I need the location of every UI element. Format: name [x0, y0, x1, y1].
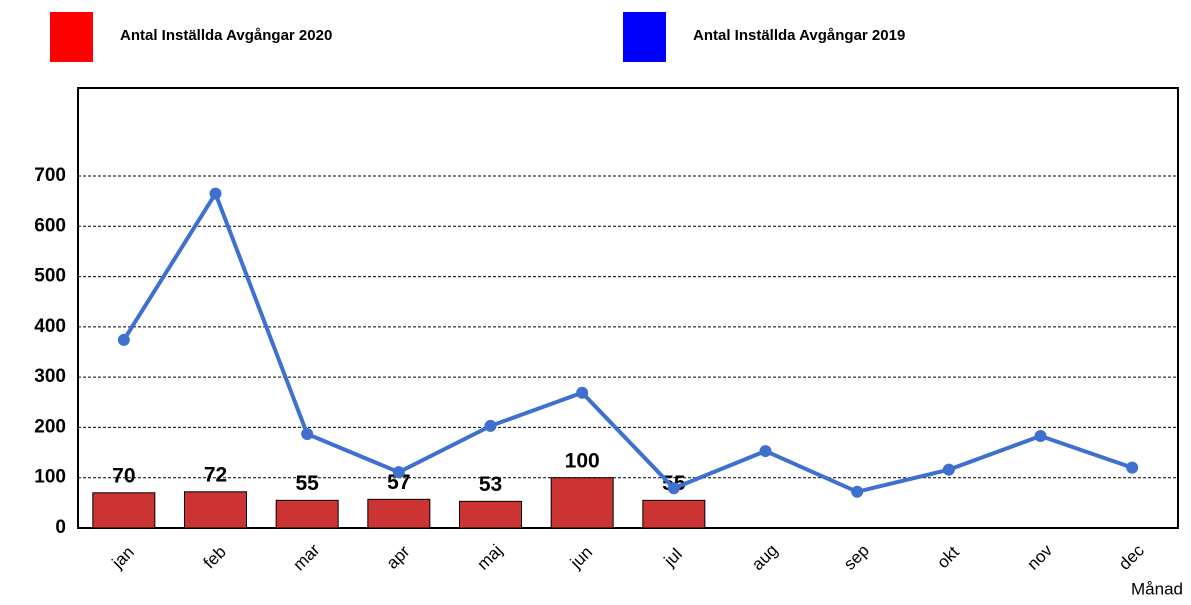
y-tick-label: 500	[34, 266, 66, 287]
data-label: 72	[204, 463, 227, 486]
data-label: 57	[387, 471, 410, 494]
line-point	[117, 333, 130, 346]
legend-label: Antal Inställda Avgångar 2020	[120, 27, 332, 44]
x-tick-label: nov	[1023, 541, 1056, 574]
y-tick-label: 200	[34, 416, 66, 437]
x-axis-label: Månad	[1131, 579, 1183, 598]
y-tick-label: 600	[34, 215, 66, 236]
line	[122, 189, 1133, 494]
bar	[367, 498, 431, 529]
y-tick-label: 400	[34, 316, 66, 337]
line-point	[1126, 461, 1139, 474]
line-point	[1034, 429, 1047, 442]
line-point	[667, 482, 680, 495]
data-label: 55	[295, 472, 319, 495]
y-tick-label: 700	[34, 165, 66, 186]
x-tick-label: jun	[566, 543, 596, 573]
line-point	[484, 419, 497, 432]
line-point	[209, 187, 222, 200]
line-point	[301, 427, 314, 440]
bar	[550, 477, 614, 529]
data-label: 70	[112, 464, 135, 487]
bar	[459, 500, 522, 529]
y-tick-label: 100	[34, 467, 66, 488]
line-point	[576, 386, 589, 399]
x-tick-label: apr	[383, 542, 414, 573]
bar	[275, 499, 339, 529]
bar	[642, 499, 706, 529]
x-tick-label: mar	[289, 540, 323, 574]
plot-frame	[77, 87, 1179, 529]
legend-label: Antal Inställda Avgångar 2019	[693, 27, 905, 44]
line-point	[759, 445, 772, 458]
x-tick-label: okt	[933, 542, 963, 572]
data-label: 100	[565, 449, 600, 472]
line-point	[851, 485, 864, 498]
x-tick-label: maj	[473, 541, 506, 574]
x-tick-label: jan	[108, 543, 138, 573]
legend-swatch	[623, 12, 666, 62]
bar	[92, 492, 156, 529]
x-tick-label: aug	[748, 541, 781, 574]
line-point	[942, 463, 955, 476]
x-tick-label: jul	[660, 545, 686, 571]
y-tick-label: 0	[55, 517, 66, 538]
bar	[184, 491, 247, 529]
x-tick-label: sep	[840, 541, 873, 574]
x-tick-label: feb	[200, 542, 230, 572]
data-label: 53	[479, 473, 502, 496]
legend-swatch	[50, 12, 93, 62]
x-tick-label: dec	[1115, 541, 1148, 574]
line-point	[392, 466, 405, 479]
y-tick-label: 300	[34, 366, 66, 387]
